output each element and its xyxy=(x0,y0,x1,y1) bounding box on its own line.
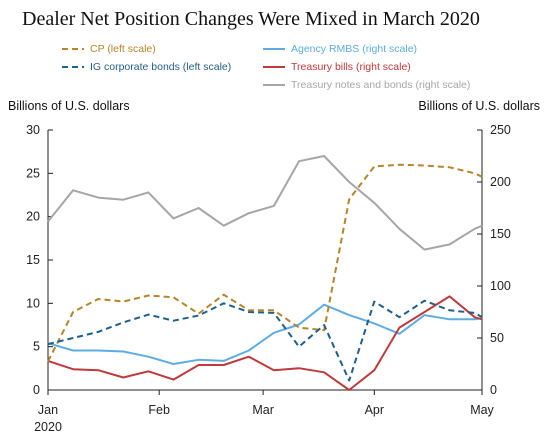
legend-label-rmbs: Agency RMBS (right scale) xyxy=(291,43,418,55)
series-line-cp xyxy=(47,163,483,362)
right-tick-label: 100 xyxy=(490,279,511,293)
x-tick-label: Mar xyxy=(252,403,274,417)
right-tick-label: 50 xyxy=(490,331,504,345)
series-line-agency-rmbs xyxy=(47,303,483,365)
x-tick-sublabel: 2020 xyxy=(34,420,62,434)
x-tick-label: May xyxy=(470,403,494,417)
right-tick-label: 150 xyxy=(490,227,511,241)
legend-swatch-tbills xyxy=(263,66,285,68)
legend-label-cp: CP (left scale) xyxy=(90,43,156,55)
right-axis-title: Billions of U.S. dollars xyxy=(418,99,540,113)
left-tick-label: 20 xyxy=(26,210,40,224)
legend-label-tbills: Treasury bills (right scale) xyxy=(291,61,411,73)
legend-item-cp: CP (left scale) xyxy=(62,43,156,55)
left-tick-label: 5 xyxy=(33,340,40,354)
legend-swatch-rmbs xyxy=(263,48,285,50)
legend-item-treasury-notes: Treasury notes and bonds (right scale) xyxy=(263,79,470,91)
series-line-treasury-notes-and-bonds xyxy=(47,155,483,251)
legend-item-ig-corporate-bonds: IG corporate bonds (left scale) xyxy=(62,61,231,73)
legend-item-agency-rmbs: Agency RMBS (right scale) xyxy=(263,43,417,55)
legend-swatch-tnotes xyxy=(263,84,285,86)
right-tick-label: 200 xyxy=(490,175,511,189)
left-tick-label: 25 xyxy=(26,166,40,180)
left-tick-label: 10 xyxy=(26,296,40,310)
right-tick-label: 0 xyxy=(490,383,497,397)
right-tick-label: 250 xyxy=(490,123,511,137)
series-line-treasury-bills xyxy=(47,295,483,391)
left-tick-label: 0 xyxy=(33,383,40,397)
legend-label-ig: IG corporate bonds (left scale) xyxy=(90,61,232,73)
left-axis-title: Billions of U.S. dollars xyxy=(8,99,130,113)
left-tick-label: 15 xyxy=(26,253,40,267)
x-tick-label: Jan xyxy=(38,403,58,417)
legend-item-treasury-bills: Treasury bills (right scale) xyxy=(263,61,411,73)
x-tick-label: Apr xyxy=(365,403,384,417)
x-tick-label: Feb xyxy=(148,403,170,417)
legend-swatch-ig xyxy=(62,66,84,68)
left-tick-label: 30 xyxy=(26,123,40,137)
legend-label-tnotes: Treasury notes and bonds (right scale) xyxy=(291,79,471,91)
legend-swatch-cp xyxy=(62,48,84,50)
series-line-ig-corporate-bonds xyxy=(47,299,483,382)
chart-title: Dealer Net Position Changes Were Mixed i… xyxy=(22,8,480,30)
